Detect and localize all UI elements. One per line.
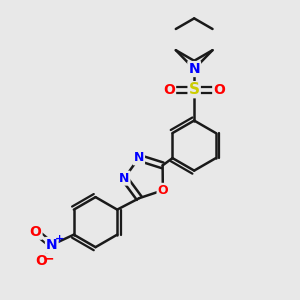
Text: −: − [43, 251, 55, 265]
Text: O: O [158, 184, 168, 197]
Text: N: N [119, 172, 130, 184]
Text: O: O [35, 254, 47, 268]
Text: N: N [46, 238, 58, 252]
Text: O: O [213, 82, 225, 97]
Text: N: N [188, 62, 200, 76]
Text: +: + [55, 234, 64, 244]
Text: S: S [189, 82, 200, 97]
Text: N: N [134, 152, 144, 164]
Text: O: O [30, 225, 41, 239]
Text: O: O [163, 82, 175, 97]
